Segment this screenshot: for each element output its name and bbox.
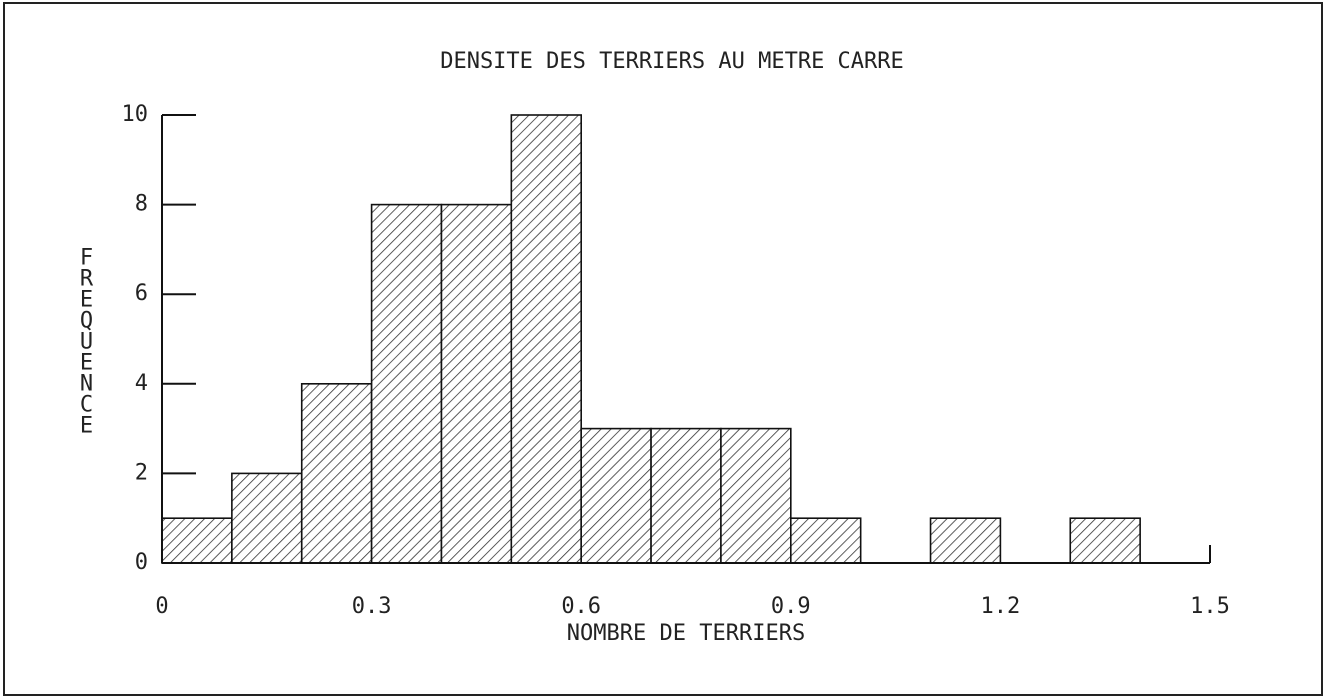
x-axis-label: NOMBRE DE TERRIERS [567, 621, 805, 646]
y-tick-label: 10 [122, 102, 149, 127]
x-tick-label: 0.3 [352, 594, 392, 619]
bar [300, 382, 373, 564]
x-tick-label: 1.5 [1190, 594, 1230, 619]
x-tick-label: 0.9 [771, 594, 811, 619]
y-tick-label: 0 [135, 550, 148, 575]
bar [580, 427, 652, 564]
bar [440, 203, 513, 564]
bar [370, 203, 443, 564]
bar [929, 517, 1002, 564]
x-tick-label: 0 [155, 594, 168, 619]
bar [161, 517, 233, 564]
bar [1069, 517, 1141, 564]
y-tick-label: 6 [135, 281, 148, 306]
y-tick-label: 2 [135, 460, 148, 485]
bar [789, 517, 862, 564]
y-tick-label: 4 [135, 371, 148, 396]
y-axis-label: FREQUENCE [74, 246, 99, 435]
y-tick-label: 8 [135, 192, 148, 217]
bar [650, 427, 722, 564]
chart-title: DENSITE DES TERRIERS AU METRE CARRE [440, 49, 904, 74]
x-tick-label: 0.6 [561, 594, 601, 619]
frame [3, 2, 1323, 696]
x-tick-label: 1.2 [981, 594, 1021, 619]
bar [720, 427, 792, 564]
bar [231, 472, 303, 564]
bar [510, 114, 583, 564]
